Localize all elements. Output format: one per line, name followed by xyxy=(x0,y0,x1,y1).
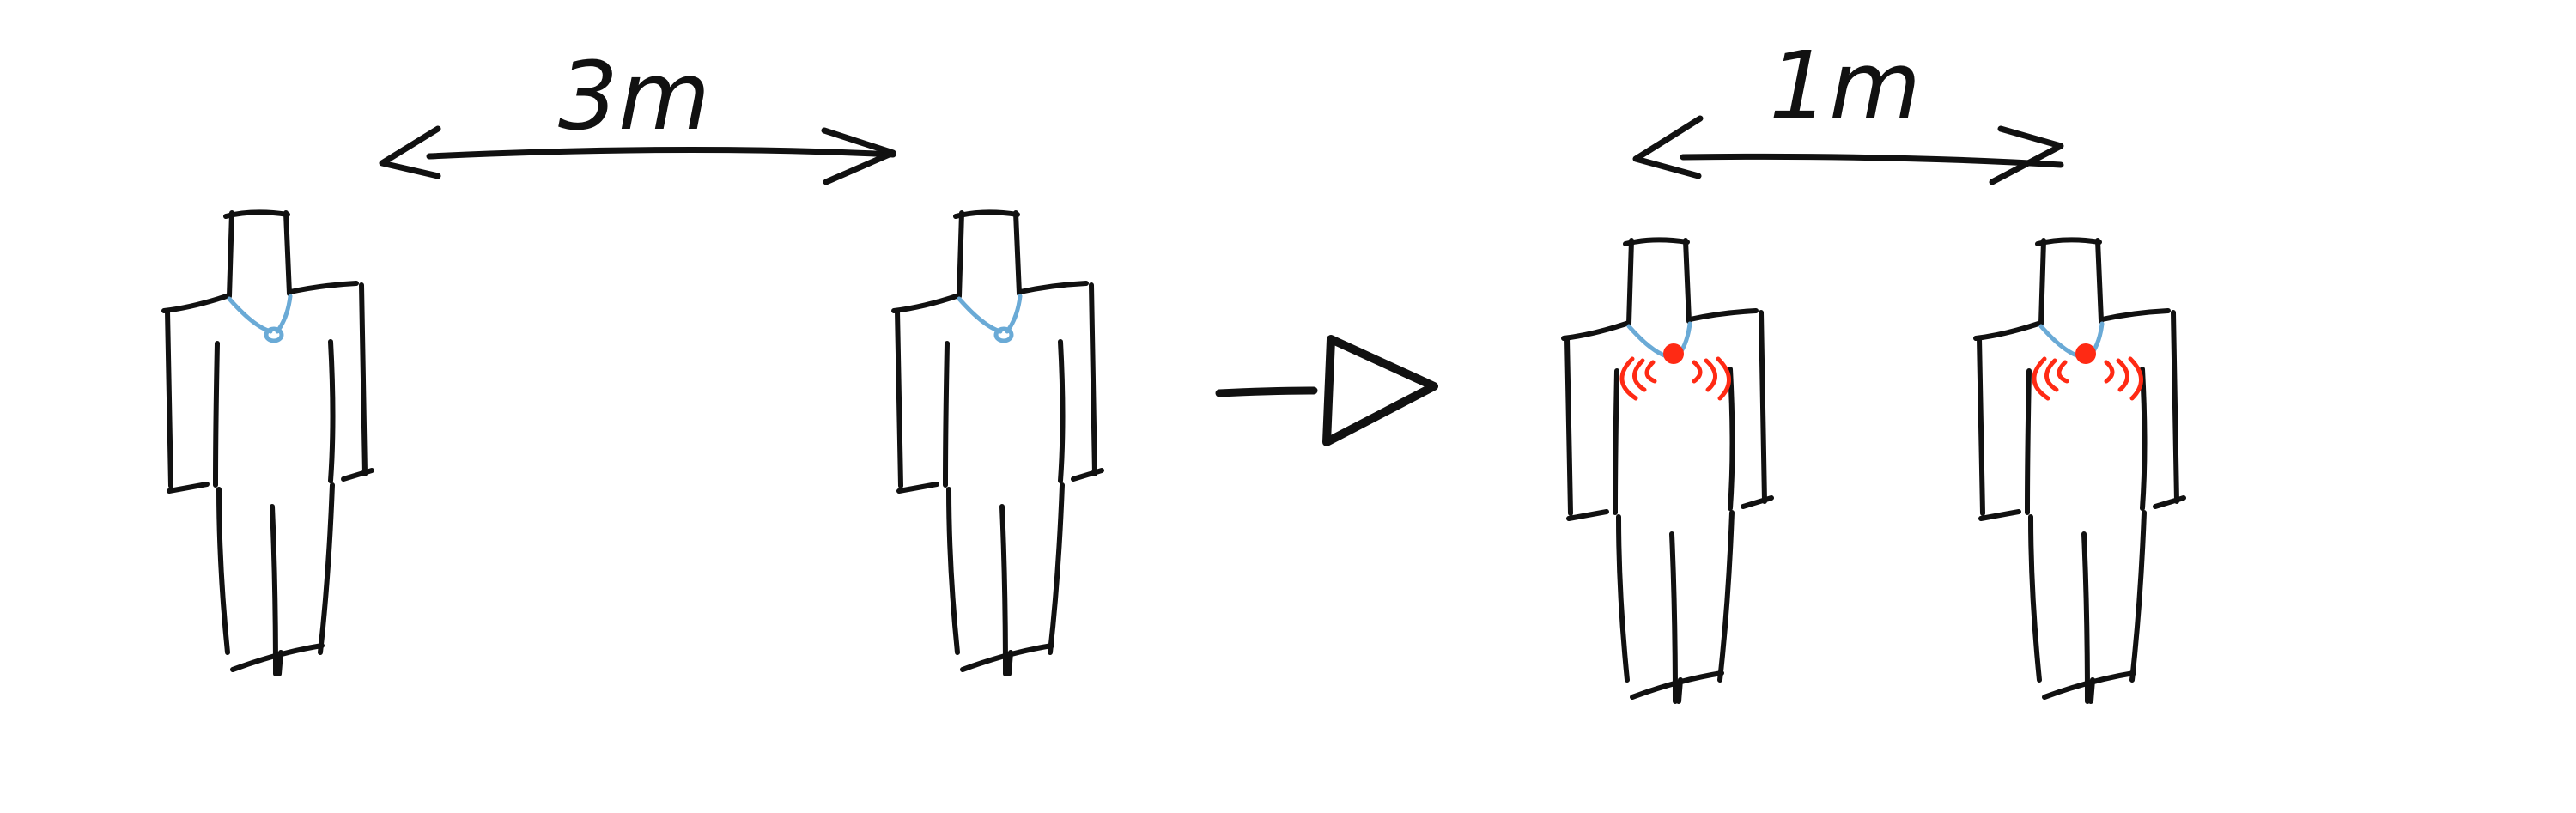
person-c-body xyxy=(1564,240,1771,701)
person-d-body xyxy=(1976,240,2184,701)
person-d-alert-icon xyxy=(2032,343,2143,401)
after-distance-arrow xyxy=(1632,115,2064,185)
person-d xyxy=(1976,240,2184,701)
after-scene: 1m xyxy=(1564,31,2184,701)
person-a-body xyxy=(164,212,372,674)
person-b-body xyxy=(894,212,1102,674)
before-scene: 3m xyxy=(164,41,1102,674)
person-c-alert-icon xyxy=(1619,343,1731,401)
transition-arrow-icon xyxy=(1215,335,1438,446)
person-a-necklace-icon xyxy=(229,296,290,341)
person-c xyxy=(1564,240,1771,701)
person-b-necklace-icon xyxy=(959,296,1020,341)
person-b xyxy=(894,212,1102,674)
person-a xyxy=(164,212,372,674)
after-distance-label: 1m xyxy=(1769,31,1921,141)
before-distance-label: 3m xyxy=(558,41,710,151)
before-distance-arrow xyxy=(379,125,896,185)
